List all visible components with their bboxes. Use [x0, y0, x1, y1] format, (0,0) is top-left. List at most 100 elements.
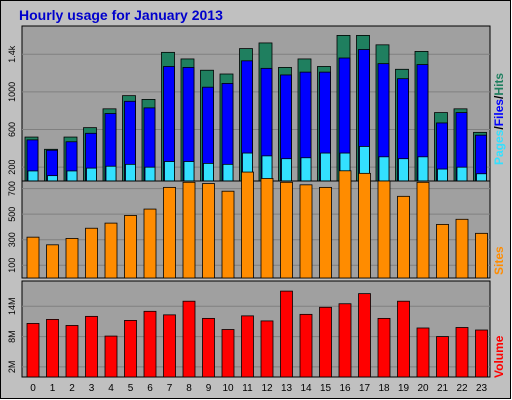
panel-background: [21, 180, 491, 279]
volume-bar: [104, 335, 118, 378]
sites-bar: [358, 172, 371, 279]
y-tick-label: 1000: [7, 82, 17, 102]
x-tick-label: 15: [320, 383, 332, 394]
volume-bar: [221, 329, 235, 378]
sites-bar: [163, 186, 176, 279]
volume-bar: [163, 314, 176, 378]
x-axis-hours: 0 1 2 3 4 5 6 7 8 9 10 11 12 13 14 15 16 17 18 19 20 21 22 23: [30, 383, 487, 394]
sites-bar: [319, 186, 332, 279]
x-tick-label: 13: [281, 383, 293, 394]
volume-bar: [319, 306, 332, 378]
volume-bar: [299, 313, 313, 378]
sites-bar: [221, 190, 235, 279]
sites-bar: [124, 215, 137, 279]
x-tick-label: 18: [378, 383, 390, 394]
volume-bar: [85, 315, 98, 378]
x-tick-label: 21: [437, 383, 449, 394]
y-tick-label: 1.4k: [7, 45, 17, 63]
sites-bar: [46, 244, 59, 279]
sites-bar: [280, 181, 293, 279]
x-tick-label: 16: [339, 383, 351, 394]
x-tick-label: 19: [398, 383, 410, 394]
y-tick-label: 700: [7, 181, 17, 196]
sites-bar: [182, 181, 196, 279]
x-tick-label: 10: [222, 383, 234, 394]
sites-bar: [338, 170, 352, 279]
pages-files-hits-label: Pages/Files/Hits: [492, 73, 506, 165]
sites-bar: [26, 236, 40, 279]
panel-background: [21, 25, 491, 187]
volume-bar: [124, 320, 137, 378]
sites-bar: [104, 222, 118, 279]
volume-bar: [377, 317, 391, 378]
sites-bar: [85, 227, 98, 279]
volume-bar: [202, 317, 215, 378]
panel-background: [21, 280, 491, 378]
volume-bar: [26, 323, 40, 378]
sites-bar: [436, 223, 449, 279]
x-tick-label: 23: [476, 383, 488, 394]
volume-bar: [358, 293, 371, 378]
volume-bar: [455, 327, 469, 378]
sites-bar: [377, 180, 391, 279]
sites-bar: [397, 195, 410, 279]
sites-panel: 100 300 500 700: [7, 170, 491, 279]
x-tick-label: 14: [300, 383, 312, 394]
x-tick-label: 20: [417, 383, 429, 394]
x-tick-label: 22: [456, 383, 468, 394]
series-name-pages: Pages: [492, 129, 506, 165]
chart-title: Hourly usage for January 2013: [19, 7, 223, 23]
x-tick-label: 1: [50, 383, 56, 394]
volume-label: Volume: [492, 335, 506, 378]
sites-bar: [455, 218, 469, 279]
hits-files-pages-panel: 200 600 1000 1.4k: [7, 25, 491, 187]
x-tick-label: 9: [206, 383, 212, 394]
sites-bar: [241, 171, 254, 279]
sites-bar: [416, 181, 430, 279]
label-separator: /: [492, 95, 506, 99]
x-tick-label: 5: [128, 383, 134, 394]
y-tick-label: 14M: [7, 298, 17, 316]
y-tick-label: 500: [7, 207, 17, 222]
x-tick-label: 3: [89, 383, 95, 394]
volume-bar: [143, 310, 157, 378]
volume-bar: [338, 303, 352, 378]
sites-bar: [65, 238, 79, 279]
x-tick-label: 4: [108, 383, 114, 394]
x-tick-label: 7: [167, 383, 173, 394]
volume-bar: [475, 329, 488, 378]
x-tick-label: 8: [186, 383, 192, 394]
y-tick-label: 8M: [7, 330, 17, 343]
volume-bar: [182, 300, 196, 378]
y-tick-label: 200: [7, 160, 17, 175]
x-tick-label: 6: [147, 383, 153, 394]
x-tick-label: 17: [359, 383, 371, 394]
volume-bar: [436, 336, 449, 378]
x-tick-label: 0: [30, 383, 36, 394]
volume-bar: [397, 300, 410, 378]
x-tick-label: 2: [69, 383, 75, 394]
y-tick-label: 300: [7, 232, 17, 247]
x-tick-label: 11: [242, 383, 253, 394]
sites-bar: [260, 178, 274, 279]
y-tick-label: 600: [7, 122, 17, 137]
sites-bar: [299, 184, 313, 279]
x-tick-label: 12: [261, 383, 273, 394]
sites-bar: [143, 208, 157, 279]
volume-bar: [280, 290, 293, 378]
sites-bar: [475, 232, 488, 279]
volume-bar: [241, 315, 254, 378]
series-name-hits: Hits: [492, 73, 506, 96]
y-tick-label: 100: [7, 258, 17, 273]
volume-bar: [46, 318, 59, 378]
volume-bar: [65, 325, 79, 378]
series-name-files: Files: [492, 99, 506, 127]
sites-label: Sites: [492, 246, 506, 275]
volume-panel: 2M 8M 14M: [7, 280, 491, 378]
volume-bar: [416, 327, 430, 378]
y-tick-label: 2M: [7, 361, 17, 374]
sites-bar: [202, 183, 215, 279]
label-separator: /: [492, 126, 506, 130]
